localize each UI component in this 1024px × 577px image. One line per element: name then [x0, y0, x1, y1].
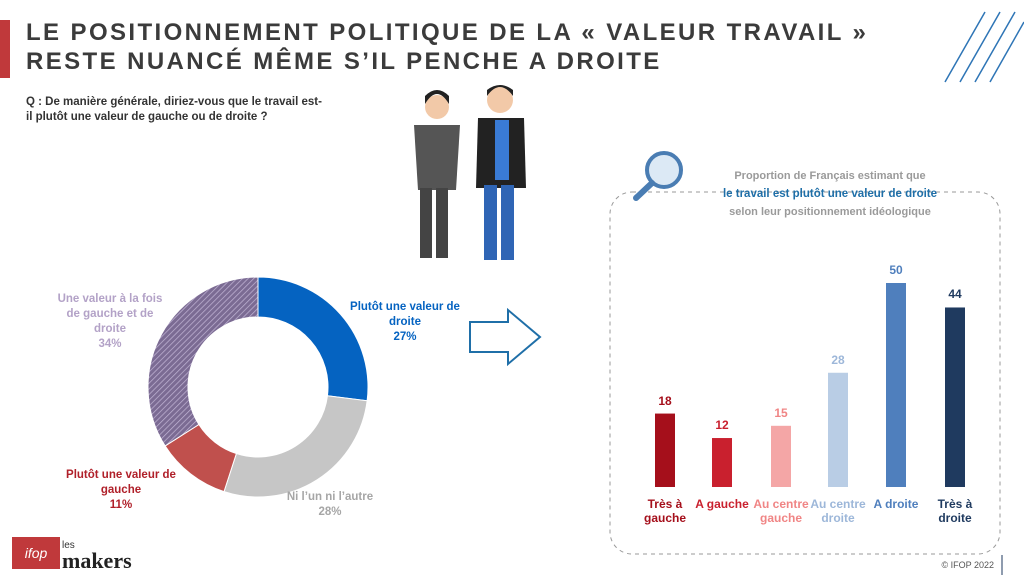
- category-label: Au centre gauche: [753, 497, 809, 525]
- category-label: Au centre droite: [810, 497, 866, 525]
- category-label: Ni l’un ni l’autre: [286, 491, 374, 503]
- value-label: 34%: [98, 338, 122, 350]
- copyright: © IFOP 2022: [941, 560, 995, 570]
- illustration-people: [414, 85, 526, 260]
- value-label: 18: [658, 393, 672, 408]
- logo: ifop: [25, 545, 48, 561]
- magnifier-icon: [633, 151, 683, 201]
- value-label: 11%: [109, 499, 133, 511]
- value-label: 15: [774, 405, 788, 420]
- category-label: A gauche: [695, 497, 749, 511]
- value-label: 44: [948, 287, 962, 302]
- value-label: 50: [889, 263, 903, 277]
- dashed-frame: [609, 191, 1001, 555]
- category-label: Plutôt une valeur de gauche: [66, 469, 176, 496]
- category-label: Très à gauche: [643, 497, 686, 525]
- title-line: Proportion de Français estimant que: [734, 170, 926, 182]
- donut-segment: [147, 276, 259, 447]
- category-label: Très à droite: [937, 497, 973, 525]
- logo-box: [12, 537, 60, 569]
- segment-label: Plutôt une valeur de gauche 11%: [66, 468, 176, 513]
- segment-label: Ni l’un ni l’autre 28%: [275, 490, 385, 520]
- value-label: 27%: [393, 331, 417, 343]
- bar: [886, 283, 906, 487]
- value-label: 28%: [318, 506, 342, 518]
- title-line: selon leur positionnement idéologique: [729, 206, 931, 218]
- category-label: Plutôt une valeur de droite: [350, 301, 460, 328]
- bar: [945, 307, 965, 487]
- segment-label: Plutôt une valeur de droite 27%: [350, 300, 460, 345]
- logo: les: [62, 540, 75, 551]
- chart-title: Proportion de Français estimant que le tr…: [660, 167, 1000, 221]
- decor-lines: [944, 11, 1024, 83]
- category-label: Une valeur à la fois de gauche et de dro…: [57, 293, 163, 335]
- question: Q : De manière générale, diriez-vous que…: [26, 96, 322, 123]
- bar: [655, 413, 675, 487]
- donut-segment: [223, 395, 368, 498]
- segment-label: Une valeur à la fois de gauche et de dro…: [55, 292, 165, 352]
- category-label: A droite: [873, 497, 919, 511]
- logo: makers: [62, 548, 132, 573]
- value-label: 12: [715, 418, 729, 433]
- title: LE POSITIONNEMENT POLITIQUE DE LA « VALE…: [26, 19, 869, 75]
- bar: [828, 372, 848, 487]
- arrow: [469, 307, 542, 367]
- accent-bar: [0, 20, 10, 78]
- bar: [771, 425, 791, 487]
- bar: [712, 438, 732, 487]
- title-line: le travail est plutôt une valeur de droi…: [722, 188, 938, 200]
- value-label: 28: [831, 352, 845, 367]
